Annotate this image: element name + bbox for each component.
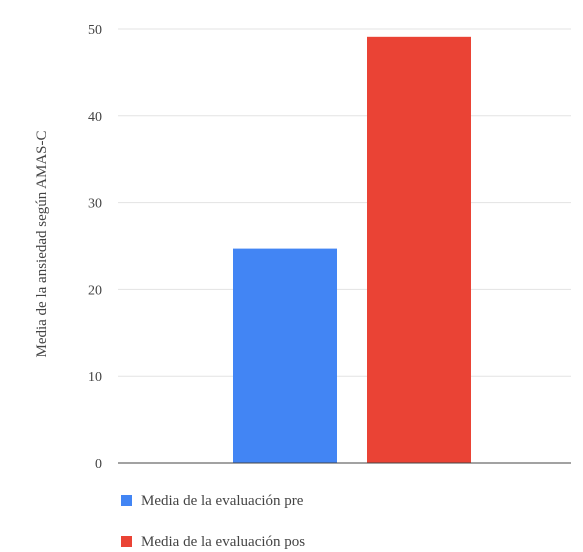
legend-label-pre: Media de la evaluación pre bbox=[141, 493, 304, 509]
y-tick-label-10: 10 bbox=[88, 370, 102, 385]
legend-swatch-pos bbox=[121, 536, 132, 547]
legend: Media de la evaluación pre Media de la ev… bbox=[121, 493, 305, 550]
y-tick-label-30: 30 bbox=[88, 197, 102, 212]
y-axis-ticks: 0 10 20 30 40 50 bbox=[88, 23, 102, 472]
legend-label-pos: Media de la evaluación pos bbox=[141, 534, 305, 550]
bar-pos bbox=[367, 36, 471, 463]
y-tick-label-50: 50 bbox=[88, 23, 102, 38]
bar-pre bbox=[233, 248, 337, 463]
y-tick-label-0: 0 bbox=[95, 457, 102, 472]
y-tick-label-40: 40 bbox=[88, 110, 102, 125]
legend-swatch-pre bbox=[121, 495, 132, 506]
bars bbox=[233, 36, 471, 463]
y-axis-title: Media de la ansiedad según AMAS-C bbox=[34, 130, 50, 357]
gridlines bbox=[118, 28, 571, 377]
y-tick-label-20: 20 bbox=[88, 283, 102, 298]
